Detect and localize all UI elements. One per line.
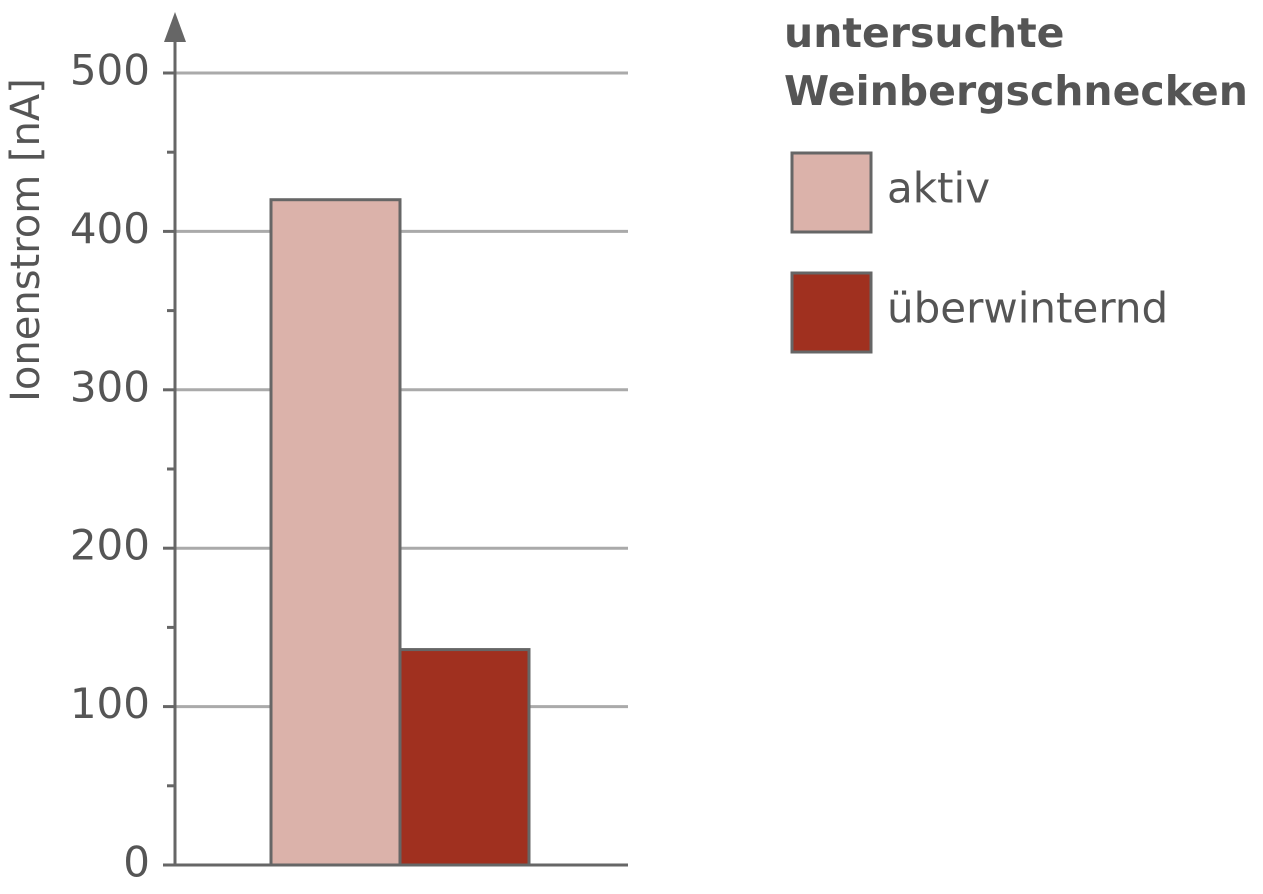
y-tick-label: 200 — [70, 521, 150, 570]
bar — [398, 648, 531, 867]
legend-title: untersuchte Weinbergschnecken — [784, 9, 1248, 115]
legend-label: überwinternd — [887, 284, 1168, 333]
bar — [269, 198, 402, 867]
y-axis-arrow — [164, 12, 186, 42]
legend-swatch — [790, 271, 873, 354]
y-tick-label: 400 — [70, 204, 150, 253]
y-tick-label: 500 — [70, 46, 150, 95]
y-axis-label: Ionenstrom [nA] — [3, 78, 49, 402]
y-tick-label: 100 — [70, 679, 150, 728]
legend-label: aktiv — [887, 164, 990, 213]
y-tick-label: 0 — [123, 838, 150, 887]
legend-swatch — [790, 151, 873, 234]
y-tick-label: 300 — [70, 362, 150, 411]
